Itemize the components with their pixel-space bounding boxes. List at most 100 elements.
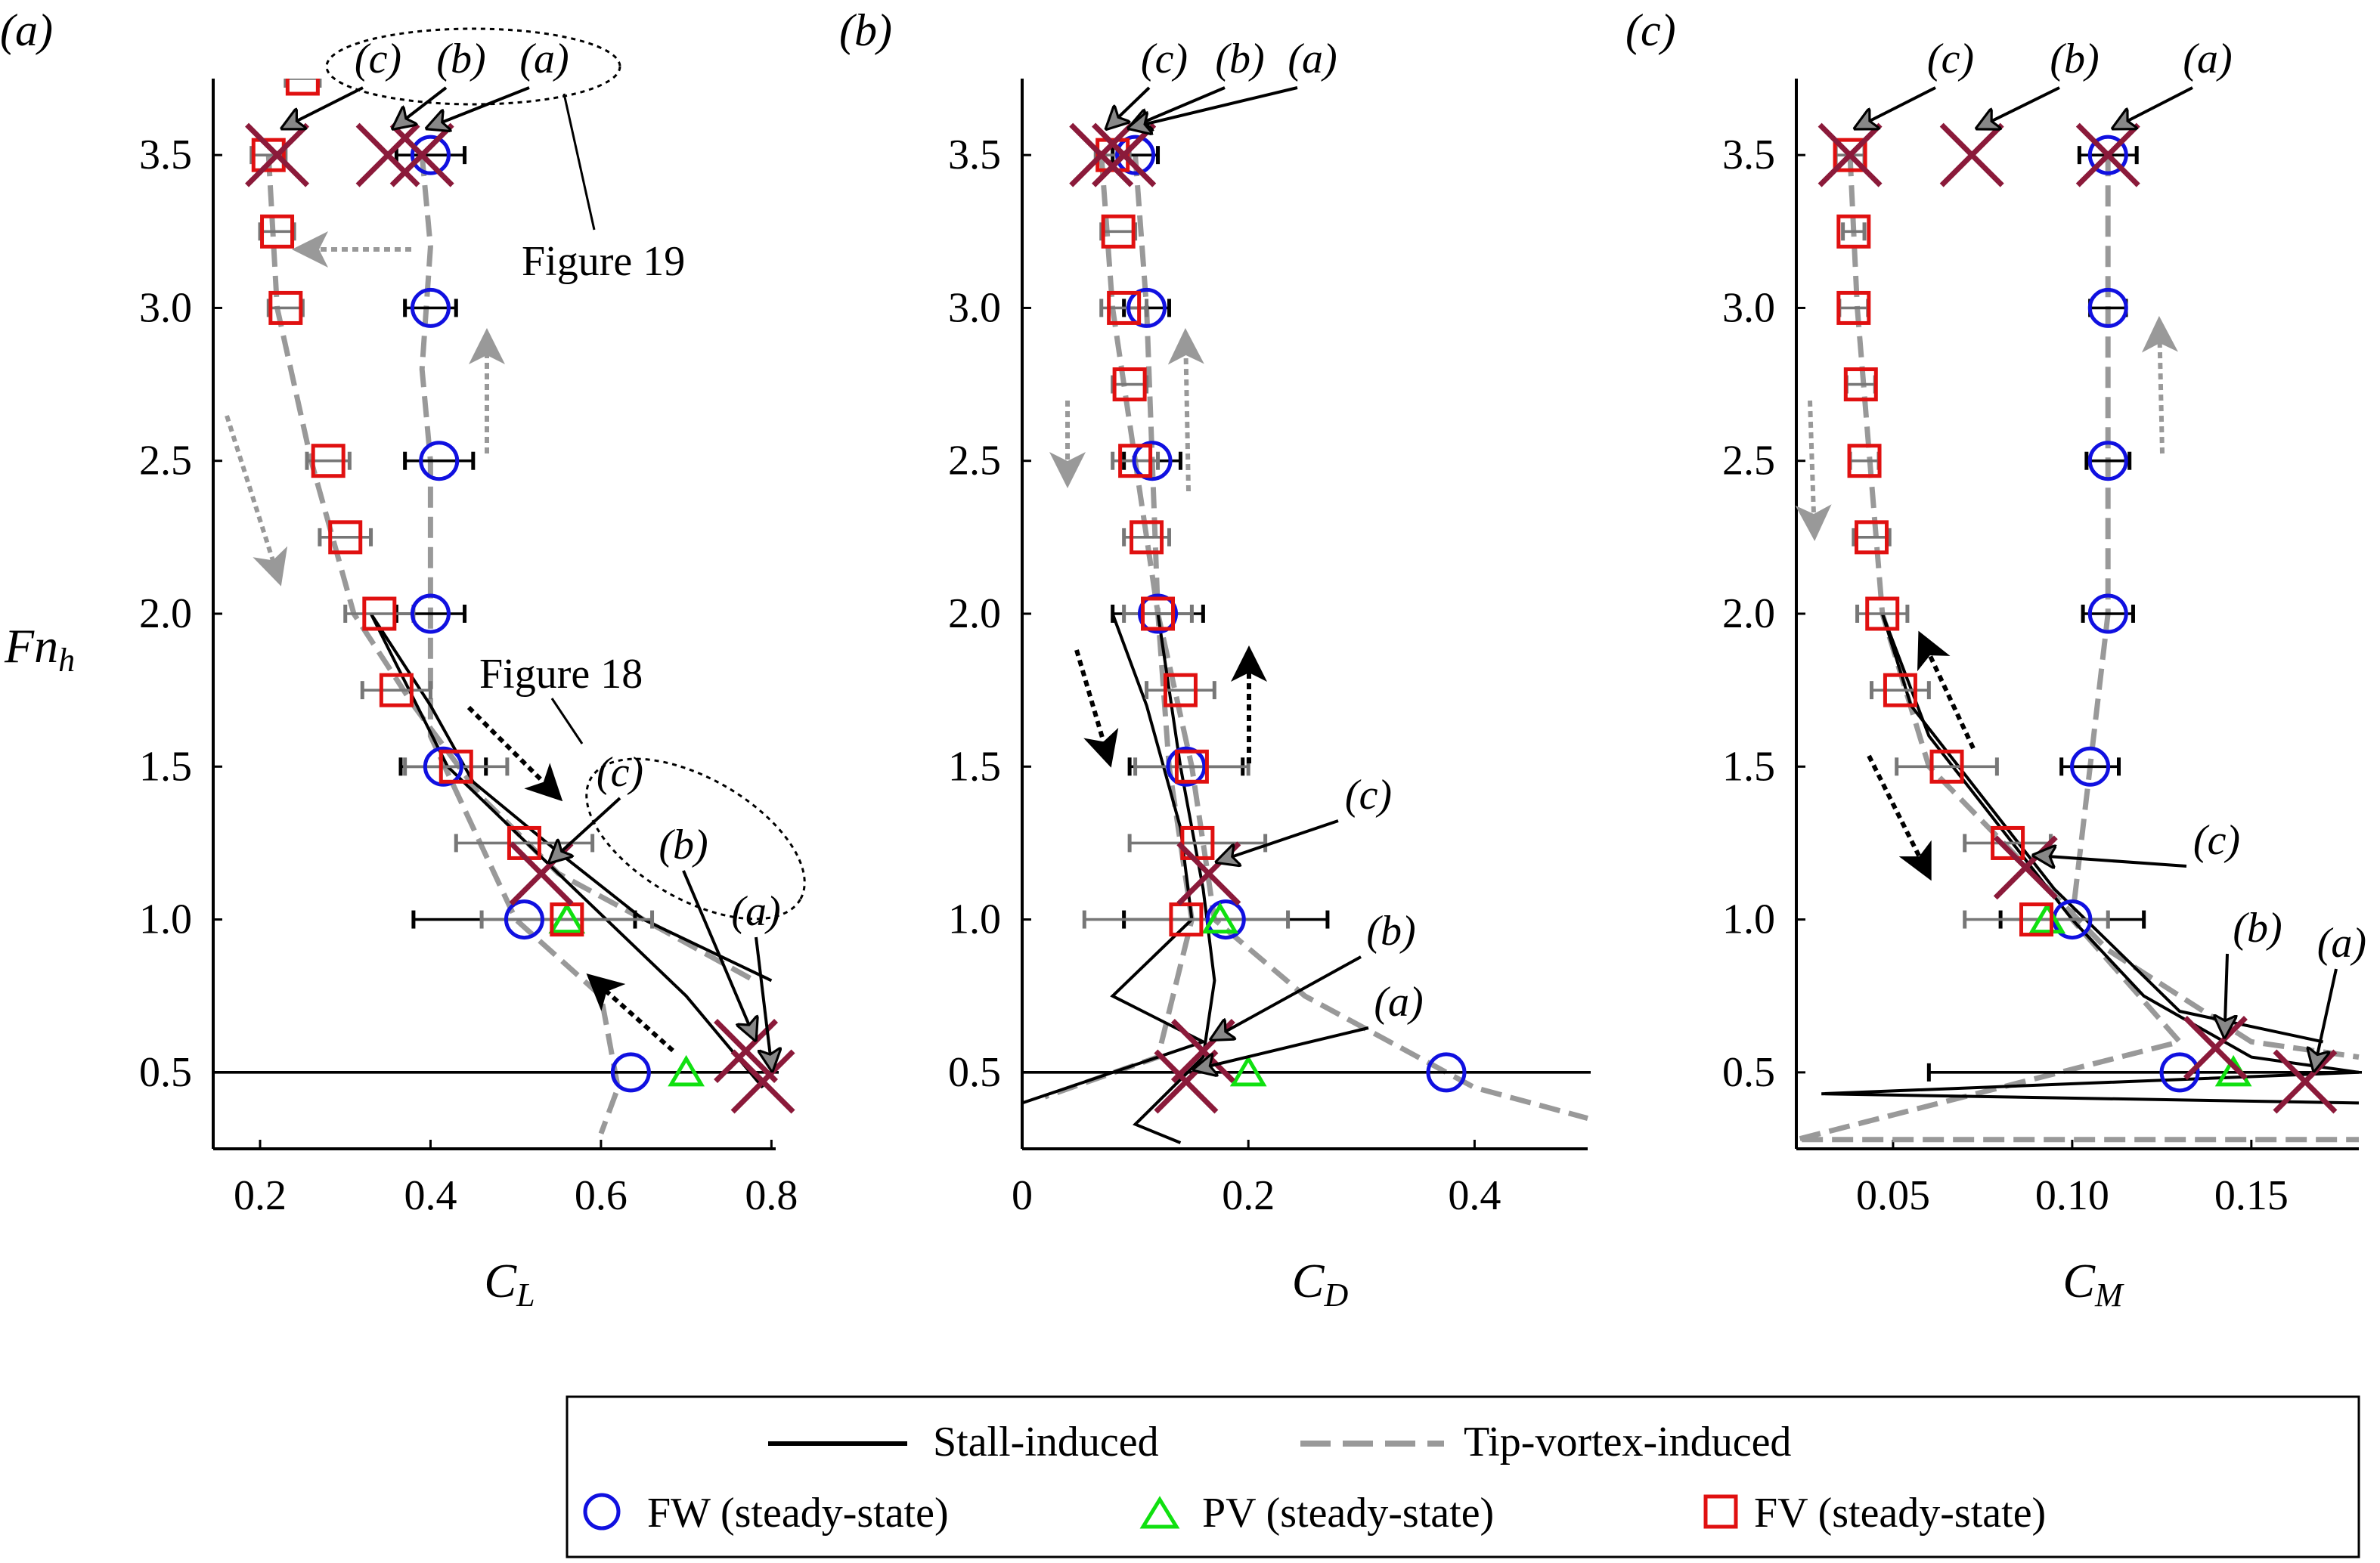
fv-point: [1836, 214, 1871, 249]
x-tick-label: 0.15: [2214, 1172, 2289, 1219]
fw-point: [423, 746, 463, 787]
plot-area: [1796, 135, 2362, 1143]
fv-point: [1991, 825, 2025, 860]
fw-point: [1205, 899, 1246, 940]
callout-label: (b): [1366, 908, 1415, 955]
tip-vortex-curve: [1133, 154, 1588, 1121]
fw-point: [410, 287, 451, 328]
callout-label: (a): [519, 36, 569, 82]
x-tick-label: 0.05: [1856, 1172, 1930, 1219]
direction-arrow: [1167, 328, 1204, 492]
fv-point: [1847, 444, 1882, 478]
condition-cross-marker: [1939, 122, 2004, 187]
tip-vortex-curve: [1043, 154, 1195, 1100]
condition-cross-marker: [1818, 122, 1883, 187]
tip-vortex-curve: [419, 154, 621, 1135]
condition-cross-marker: [245, 122, 310, 187]
fv-point: [1843, 367, 1878, 402]
fw-point: [2159, 1052, 2200, 1093]
y-tick-label: 2.0: [948, 590, 1001, 637]
fv-point: [1836, 290, 1871, 325]
callout-label: (b): [2233, 905, 2282, 952]
figure19-label: Figure 19: [522, 238, 685, 285]
legend-stall-label: Stall-induced: [933, 1419, 1159, 1466]
y-tick-label: 2.5: [139, 438, 192, 484]
pv-point: [548, 902, 586, 934]
callout-label: (c): [2193, 817, 2240, 864]
panel-label: (c): [1625, 5, 1676, 55]
fv-point: [1883, 673, 1917, 707]
y-tick-label: 0.5: [1722, 1049, 1775, 1096]
callout-arrow: [2034, 856, 2187, 866]
callout-label: (c): [355, 36, 401, 82]
fv-point: [1101, 214, 1136, 249]
figure19-ellipse: [325, 27, 621, 106]
callout-label: (c): [597, 749, 643, 796]
fv-point: [1130, 520, 1164, 555]
callout-arrow: [2314, 968, 2338, 1069]
callout-arrow: [550, 797, 621, 862]
callout-arrow: [755, 936, 772, 1069]
callout-label: (b): [436, 36, 485, 82]
condition-cross-marker: [1154, 1049, 1219, 1114]
callout-label: (b): [1215, 36, 1264, 82]
y-tick-label: 3.0: [948, 284, 1001, 331]
legend-pv-label: PV (steady-state): [1202, 1490, 1494, 1537]
fw-point: [2087, 593, 2128, 634]
x-tick-label: 0.2: [1222, 1172, 1275, 1219]
legend-fw-label: FW (steady-state): [647, 1490, 949, 1537]
callout-label: (b): [659, 822, 708, 868]
fw-point: [1115, 135, 1156, 175]
y-tick-label: 2.5: [948, 438, 1001, 484]
plot-area: [213, 79, 779, 1135]
direction-arrow: [466, 705, 563, 802]
callout-arrow: [1978, 86, 2060, 128]
fv-point: [1180, 825, 1215, 860]
fw-point: [1126, 287, 1167, 328]
pv-point: [668, 1054, 705, 1087]
callout-label: (b): [2050, 36, 2099, 82]
fv-point: [439, 749, 473, 784]
tip-vortex-curve: [265, 155, 756, 983]
tip-vortex-curve: [1796, 155, 2359, 1143]
fv-point: [379, 673, 414, 707]
x-axis-label: CD: [1292, 1254, 1349, 1314]
condition-cross-marker: [2075, 122, 2140, 187]
fw-point: [504, 899, 544, 940]
condition-cross-marker: [1069, 122, 1134, 187]
y-tick-label: 3.5: [948, 132, 1001, 178]
fw-point: [1426, 1052, 1467, 1093]
direction-arrow: [1867, 754, 1932, 881]
legend-tip-label: Tip-vortex-induced: [1464, 1419, 1791, 1466]
direction-arrow: [586, 973, 674, 1053]
fv-point: [1095, 138, 1130, 172]
legend-fv-marker: [1703, 1494, 1738, 1529]
legend: Stall-induced Tip-vortex-induced FW (ste…: [566, 1395, 2360, 1558]
fv-point: [328, 520, 363, 555]
fv-point: [1929, 749, 1964, 784]
fv-point: [1163, 673, 1198, 707]
y-tick-label: 1.0: [139, 896, 192, 943]
fv-point: [2019, 902, 2054, 937]
y-tick-label: 1.5: [948, 743, 1001, 790]
fw-point: [2087, 135, 2128, 175]
stall-curve: [369, 613, 764, 1089]
fv-point: [1118, 444, 1153, 478]
fv-point: [1107, 290, 1142, 325]
fv-point: [285, 79, 320, 96]
callout-label: (a): [2317, 920, 2366, 967]
figure18-label: Figure 18: [479, 651, 643, 698]
condition-cross-marker: [730, 1049, 795, 1114]
y-tick-label: 1.0: [948, 896, 1001, 943]
callout-label: (a): [731, 888, 780, 935]
fv-point: [1174, 749, 1209, 784]
y-tick-label: 3.5: [1722, 132, 1775, 178]
callout-arrow: [284, 86, 364, 128]
fv-point: [251, 138, 286, 172]
callout-arrow: [1856, 86, 1936, 128]
callout-arrow: [2114, 86, 2193, 128]
x-tick-label: 0.4: [404, 1172, 457, 1219]
pv-point: [2028, 902, 2066, 934]
fv-point: [1141, 596, 1176, 631]
condition-cross-marker: [389, 122, 454, 187]
